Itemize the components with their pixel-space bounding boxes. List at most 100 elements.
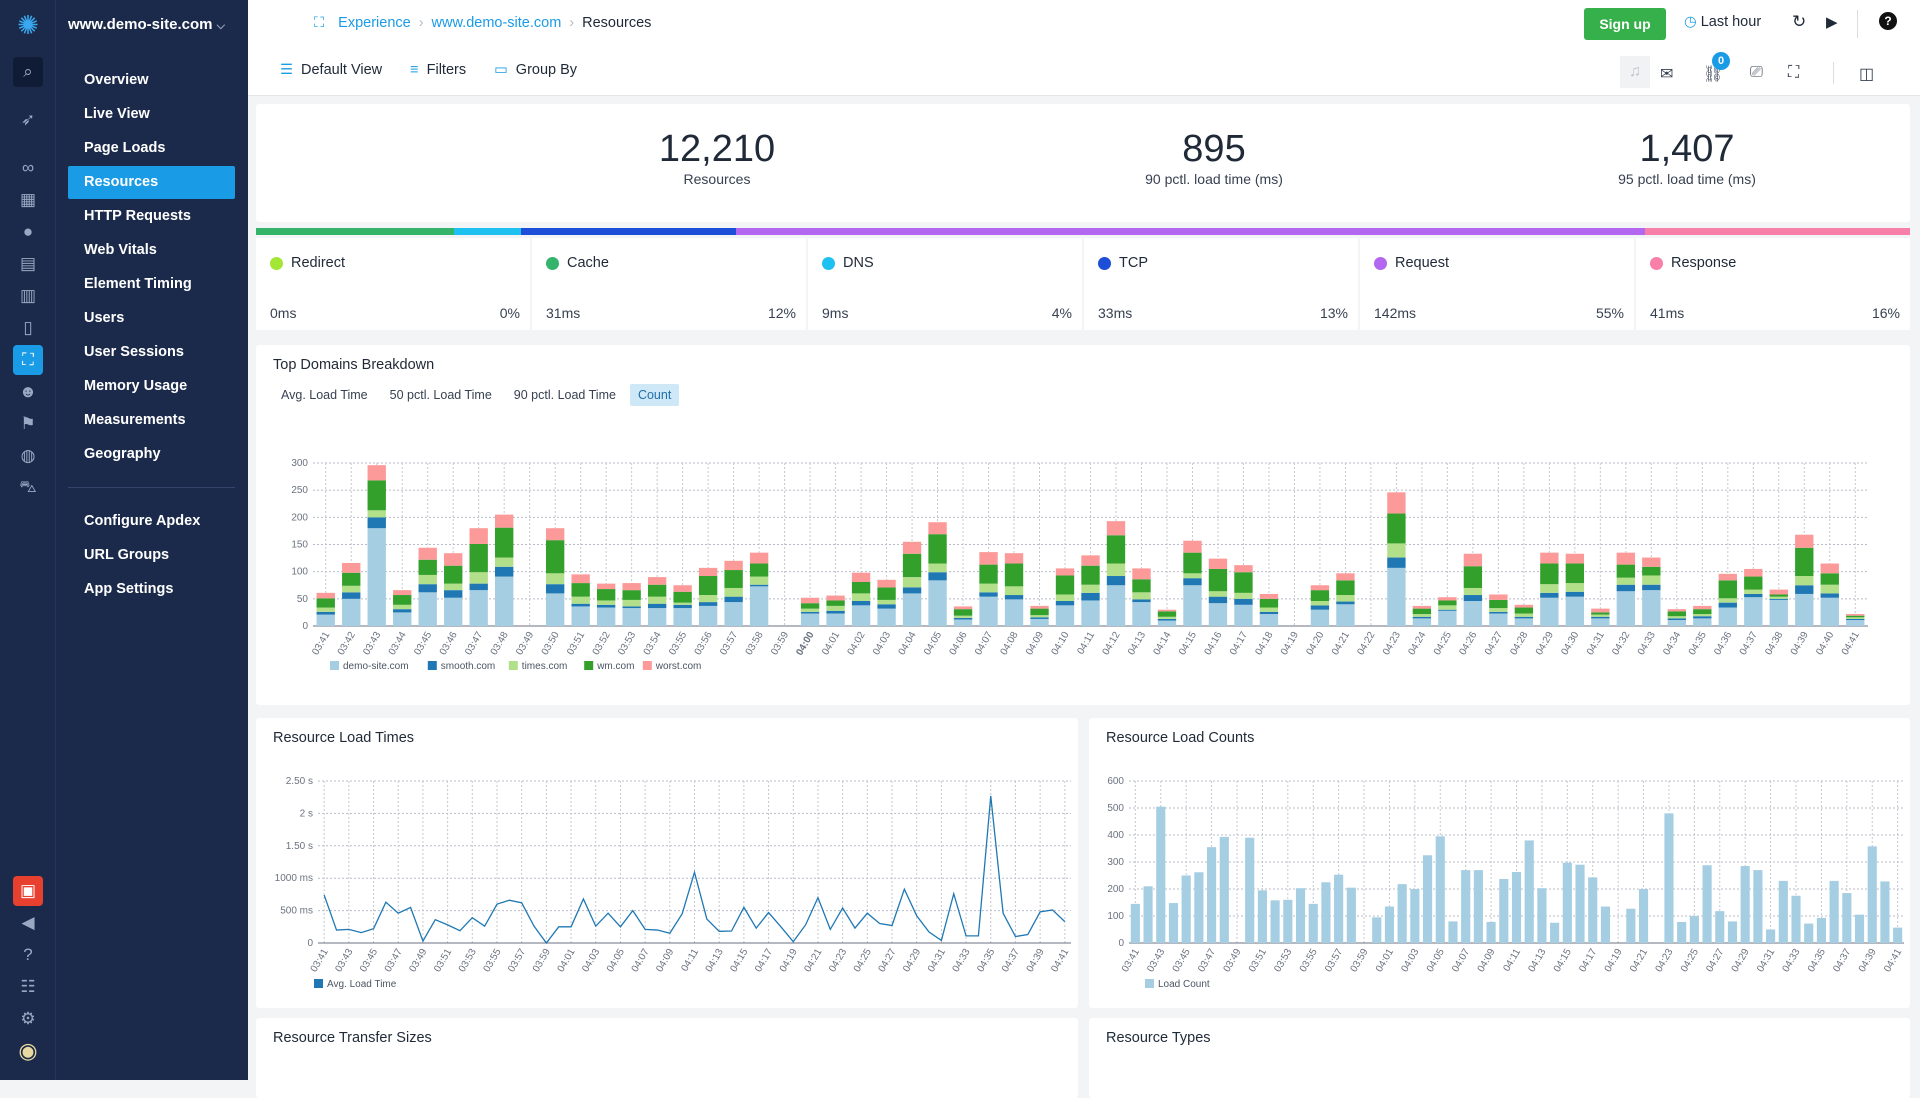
legend-label[interactable]: smooth.com xyxy=(441,661,495,672)
legend-label[interactable]: wm.com xyxy=(596,661,634,672)
bar-times-com[interactable] xyxy=(1668,616,1686,618)
bar-load-count[interactable] xyxy=(1741,866,1750,943)
car-icon[interactable]: ⛍ xyxy=(13,473,43,503)
bar-demo-site-com[interactable] xyxy=(317,615,335,626)
sidebar-item-element-timing[interactable]: Element Timing xyxy=(68,268,235,301)
bar-smooth-com[interactable] xyxy=(1030,617,1048,619)
sidebar-item-page-loads[interactable]: Page Loads xyxy=(68,132,235,165)
bar-smooth-com[interactable] xyxy=(1770,599,1788,600)
bar-worst-com[interactable] xyxy=(1387,492,1405,513)
bar-times-com[interactable] xyxy=(826,606,844,611)
bar-demo-site-com[interactable] xyxy=(877,609,895,626)
bar-worst-com[interactable] xyxy=(342,563,360,573)
bar-wm-com[interactable] xyxy=(852,582,870,593)
bar-times-com[interactable] xyxy=(1540,584,1558,593)
bar-worst-com[interactable] xyxy=(1056,568,1074,575)
bar-smooth-com[interactable] xyxy=(1795,585,1813,594)
bar-load-count[interactable] xyxy=(1347,888,1356,943)
bar-load-count[interactable] xyxy=(1410,889,1419,943)
bar-demo-site-com[interactable] xyxy=(444,598,462,626)
bar-demo-site-com[interactable] xyxy=(852,605,870,626)
bar-demo-site-com[interactable] xyxy=(1081,600,1099,626)
bar-demo-site-com[interactable] xyxy=(724,602,742,626)
bar-smooth-com[interactable] xyxy=(979,592,997,596)
bar-wm-com[interactable] xyxy=(419,560,437,575)
bar-worst-com[interactable] xyxy=(1566,554,1584,564)
sidebar-item-users[interactable]: Users xyxy=(68,302,235,335)
bar-demo-site-com[interactable] xyxy=(1438,611,1456,626)
embed-icon[interactable]: ⎚ xyxy=(1750,64,1763,82)
bar-smooth-com[interactable] xyxy=(1132,599,1150,602)
bar-smooth-com[interactable] xyxy=(954,618,972,620)
bar-smooth-com[interactable] xyxy=(546,584,564,593)
bar-times-com[interactable] xyxy=(673,603,691,605)
site-selector[interactable]: www.demo-site.com ⌵ xyxy=(68,16,225,33)
bar-smooth-com[interactable] xyxy=(1336,602,1354,605)
bar-times-com[interactable] xyxy=(1311,601,1329,605)
bar-worst-com[interactable] xyxy=(1515,605,1533,608)
robot-icon[interactable]: ☻ xyxy=(13,377,43,407)
flag-icon[interactable]: ⚑ xyxy=(13,409,43,439)
bar-smooth-com[interactable] xyxy=(1693,616,1711,618)
bar-smooth-com[interactable] xyxy=(1540,593,1558,598)
bar-wm-com[interactable] xyxy=(1719,580,1737,598)
bar-smooth-com[interactable] xyxy=(1311,605,1329,609)
bar-times-com[interactable] xyxy=(546,573,564,584)
megaphone-icon[interactable]: ◀ xyxy=(13,908,43,938)
bar-worst-com[interactable] xyxy=(1464,554,1482,566)
bar-worst-com[interactable] xyxy=(1260,594,1278,599)
bar-load-count[interactable] xyxy=(1703,865,1712,943)
bar-wm-com[interactable] xyxy=(1566,564,1584,584)
bar-smooth-com[interactable] xyxy=(317,612,335,615)
fullscreen-icon[interactable]: ⛶ xyxy=(1788,64,1799,82)
bar-chart-icon[interactable]: ▥ xyxy=(13,281,43,311)
bar-smooth-com[interactable] xyxy=(1183,578,1201,585)
bar-worst-com[interactable] xyxy=(1413,606,1431,609)
bar-demo-site-com[interactable] xyxy=(1234,605,1252,626)
bar-demo-site-com[interactable] xyxy=(1693,618,1711,626)
bar-times-com[interactable] xyxy=(1464,588,1482,595)
bar-wm-com[interactable] xyxy=(1209,569,1227,591)
bar-worst-com[interactable] xyxy=(1005,553,1023,563)
bar-times-com[interactable] xyxy=(648,597,666,604)
bar-smooth-com[interactable] xyxy=(928,572,946,580)
bar-load-count[interactable] xyxy=(1372,917,1381,943)
bar-wm-com[interactable] xyxy=(1846,616,1864,618)
bar-smooth-com[interactable] xyxy=(724,597,742,602)
bar-times-com[interactable] xyxy=(1107,564,1125,576)
bar-demo-site-com[interactable] xyxy=(1336,604,1354,626)
legend-label[interactable]: worst.com xyxy=(655,661,702,672)
bar-demo-site-com[interactable] xyxy=(801,614,819,626)
bar-load-count[interactable] xyxy=(1817,918,1826,943)
bar-wm-com[interactable] xyxy=(954,609,972,616)
bar-wm-com[interactable] xyxy=(1591,612,1609,614)
bar-smooth-com[interactable] xyxy=(1081,593,1099,601)
bar-demo-site-com[interactable] xyxy=(826,614,844,626)
bar-worst-com[interactable] xyxy=(1438,597,1456,600)
bar-load-count[interactable] xyxy=(1398,884,1407,943)
bar-wm-com[interactable] xyxy=(826,600,844,605)
bar-load-count[interactable] xyxy=(1588,877,1597,943)
mail-icon[interactable]: ✉ xyxy=(1660,64,1673,84)
bar-times-com[interactable] xyxy=(1591,615,1609,617)
bell-icon[interactable]: ♫ xyxy=(1620,56,1650,88)
bar-worst-com[interactable] xyxy=(852,573,870,582)
bar-worst-com[interactable] xyxy=(393,590,411,595)
bar-smooth-com[interactable] xyxy=(1107,576,1125,585)
bar-load-count[interactable] xyxy=(1842,893,1851,943)
bar-demo-site-com[interactable] xyxy=(1260,614,1278,626)
bar-wm-com[interactable] xyxy=(877,587,895,599)
bar-smooth-com[interactable] xyxy=(393,609,411,612)
bar-worst-com[interactable] xyxy=(699,568,717,576)
bar-smooth-com[interactable] xyxy=(1821,593,1839,597)
bar-smooth-com[interactable] xyxy=(597,605,615,608)
bar-times-com[interactable] xyxy=(1005,586,1023,595)
bar-times-com[interactable] xyxy=(470,572,488,583)
sidebar-item-resources[interactable]: Resources xyxy=(68,166,235,199)
bar-worst-com[interactable] xyxy=(1234,565,1252,572)
bar-wm-com[interactable] xyxy=(393,595,411,605)
bar-wm-com[interactable] xyxy=(648,585,666,597)
bar-wm-com[interactable] xyxy=(928,534,946,563)
bar-times-com[interactable] xyxy=(444,584,462,591)
legend-label[interactable]: times.com xyxy=(522,661,568,672)
